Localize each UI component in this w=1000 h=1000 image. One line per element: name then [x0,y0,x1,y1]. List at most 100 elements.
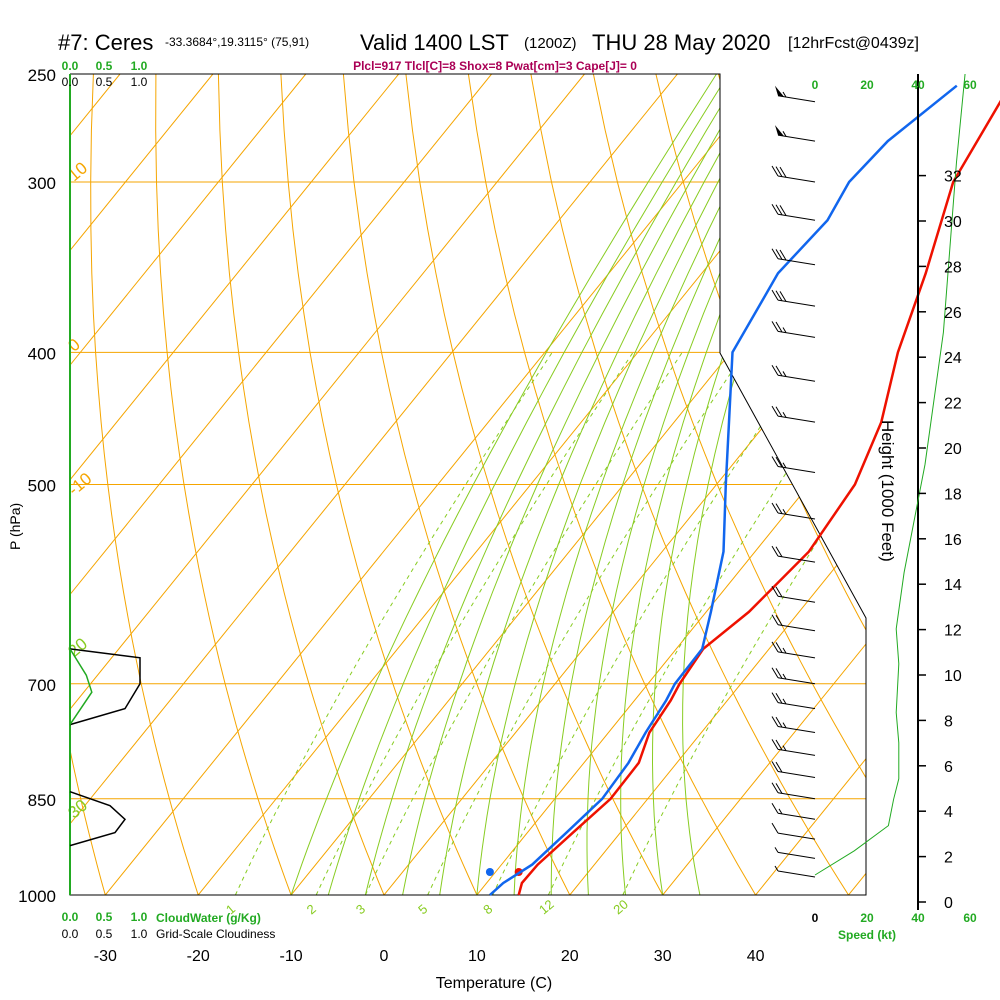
wind-barb-flag [771,405,779,417]
pressure-tick-label: 1000 [18,887,56,906]
wind-barb-flag [771,761,779,772]
cloudiness-tick-label: 0.5 [96,75,113,89]
temperature-tick-label: 20 [561,948,579,965]
wind-barb-half-flag [782,327,787,333]
cloudwater-tick-label: 1.0 [131,59,148,73]
wind-barb-flag [771,667,779,679]
isotherm-line [70,74,585,895]
temperature-tick-label: 40 [747,948,765,965]
wind-barb-shaft [777,870,816,878]
wind-barb-half-flag [782,673,787,680]
height-tick-label: 16 [944,532,962,549]
isotherm-line [70,74,400,895]
wind-barb-half-flag [782,462,787,468]
wind-barb-flag [771,545,779,557]
moist-adiabat-line [290,74,717,895]
pressure-tick-label: 250 [28,66,56,85]
mixing-ratio-line [364,352,683,895]
guide-annotations: 100-1001020301235812202030 [64,158,631,918]
speed-tick-label-top: 20 [860,78,874,92]
wind-barb-flag [771,502,779,514]
valid-time: Valid 1400 LST [360,30,509,55]
moist-adiabat-line [364,74,741,895]
wind-barb-flag [771,822,779,834]
height-tick-label: 8 [944,713,953,730]
wind-barb-flag [771,321,779,332]
wind-barb-half-flag [774,865,779,872]
height-tick-label: 12 [944,623,962,640]
wind-barb-flag [775,546,783,557]
wind-barb-flag [771,289,779,301]
wind-barb-flag [771,803,779,814]
speed-tick-label-top: 60 [963,78,977,92]
guide-annotation: 2 [304,901,319,917]
pressure-tick-label: 500 [28,477,56,496]
dry-adiabat-line [342,74,571,895]
cloudiness-tick-label: 0.0 [62,75,79,89]
guide-annotation: 10 [64,158,91,185]
cloudwater-tick-label: 0.5 [96,59,113,73]
speed-tick-label-bottom: 40 [911,911,925,925]
guide-annotation: 20 [610,897,631,918]
speed-tick-label-top: 0 [812,78,819,92]
wind-barb-half-flag [782,412,787,418]
wind-barb-pennant [775,85,784,97]
pressure-axis-label: P (hPa) [7,503,23,550]
speed-tick-label-bottom: 60 [963,911,977,925]
wind-barb-flag [775,456,783,468]
isotherm-line [848,74,866,895]
wind-barb-flag [775,783,783,794]
wind-barb-flag [771,456,779,467]
wind-barb-shaft [777,134,816,142]
height-tick-label: 2 [944,850,953,867]
dry-adiabat-line [90,74,199,895]
wind-barb-flag [775,615,783,626]
isotherm-line [70,74,214,895]
pressure-tick-label: 850 [28,791,56,810]
height-tick-label: 10 [944,668,962,685]
wind-barb-flag [775,290,783,302]
height-tick-label: 30 [944,214,962,231]
temperature-tick-label: -10 [280,948,303,965]
wind-barb-shaft [777,702,816,710]
isotherm-line [70,74,307,895]
wind-barb-shaft [777,792,816,800]
cloudwater-label: CloudWater (g/Kg) [156,911,261,925]
cloudiness-curve [69,790,127,847]
wind-barb-shaft [777,299,816,307]
wind-barb-shaft [777,832,816,840]
station-title: #7: Ceres [58,30,153,55]
wind-barb-half-flag [778,808,783,815]
wind-barb-flag [775,739,783,751]
wind-barb-flag [771,165,779,177]
wind-barb-half-flag [774,847,779,853]
moist-adiabat-line [439,74,765,895]
guide-annotation: 8 [480,901,495,917]
dewpoint-trace [489,84,958,896]
wind-barb-flag [775,692,783,704]
wind-barb-flag [775,406,783,417]
guide-annotation: 30 [64,796,91,823]
height-tick-label: 22 [944,396,962,413]
forecast-tag: [12hrFcst@0439z] [788,35,919,52]
chart-axes: 250 300 400 500 700 850 1000 -30 -20 -10 0 10 20 30 4… [7,66,765,992]
guide-annotation: 5 [415,901,430,917]
forecast-date: THU 28 May 2020 [592,30,771,55]
height-axis-label: Height (1000 Feet) [878,420,897,562]
dry-adiabat-line [530,74,849,895]
isotherm-line [662,74,866,895]
wind-barb-flag [771,692,779,703]
wind-barb-shaft [777,213,816,221]
height-tick-label: 26 [944,305,962,322]
dry-adiabat-line [155,74,292,895]
wind-barb-flag [779,205,787,216]
temperature-tick-label: -30 [94,948,117,965]
dry-adiabat-line [842,74,866,895]
temperature-tick-label: -20 [187,948,210,965]
wind-barb-shaft [777,466,816,474]
wind-barb-shaft [777,812,816,820]
pressure-ticks: 250 300 400 500 700 850 1000 [18,66,56,906]
station-location: -33.3684°,19.3115° (75,91) [165,35,309,49]
dewpoint-surface-marker [485,868,494,876]
wind-barb-half-flag [782,131,787,137]
